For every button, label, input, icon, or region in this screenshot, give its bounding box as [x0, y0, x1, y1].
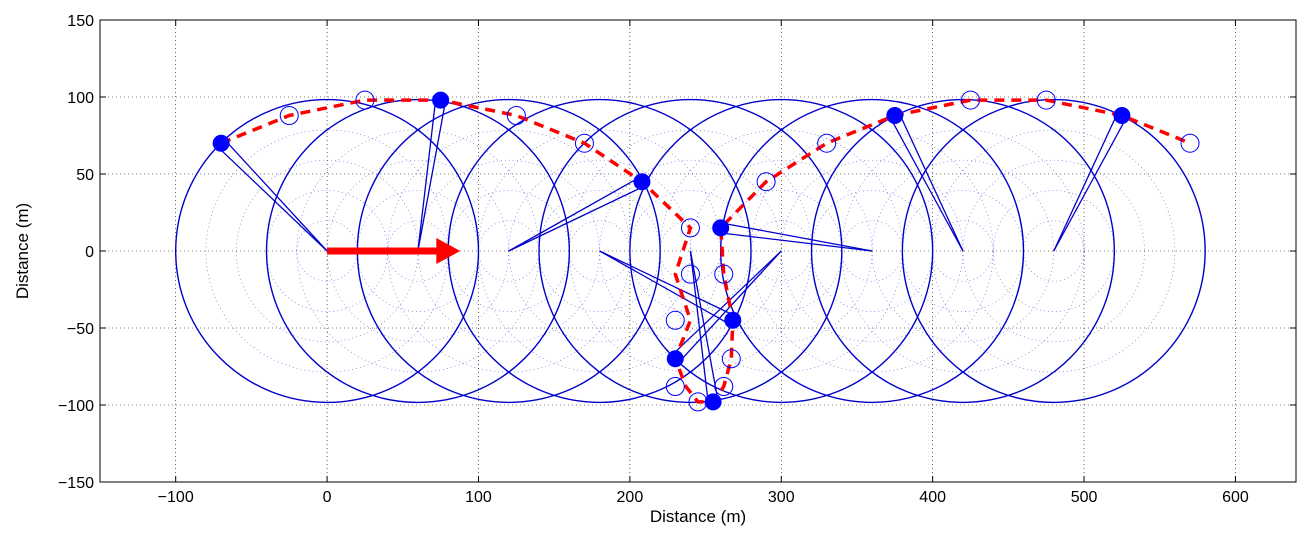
y-tick-label: 50: [76, 167, 94, 184]
receiver-link: [217, 146, 328, 252]
receiver-link: [898, 112, 964, 252]
coverage-circle: [265, 98, 571, 404]
open-point: [665, 310, 685, 330]
x-tick-label: 200: [617, 489, 644, 506]
receiver-link: [1053, 117, 1127, 252]
receiver-link: [889, 117, 964, 252]
y-tick-label: 0: [85, 244, 94, 261]
heading-arrow: [327, 238, 461, 264]
open-point: [680, 264, 700, 284]
y-tick-label: −150: [58, 475, 94, 492]
open-point: [665, 377, 685, 397]
grid-layer: [100, 19, 1296, 483]
receiver-link: [417, 100, 447, 252]
range-ring: [932, 220, 994, 282]
open-point: [756, 172, 776, 192]
open-point: [1180, 133, 1200, 153]
coverage-circle: [629, 98, 934, 404]
range-ring: [1023, 220, 1085, 282]
filled-point: [886, 106, 904, 124]
trajectory-path: [220, 98, 1191, 404]
receiver-link: [508, 176, 640, 252]
receiver-link: [689, 250, 719, 402]
receiver-link: [599, 250, 736, 317]
y-tick-label: −50: [67, 321, 94, 338]
filled-point: [1113, 106, 1131, 124]
receiver-link: [224, 139, 328, 252]
filled-point: [704, 393, 722, 411]
points-layer: [212, 90, 1200, 412]
receiver-link: [721, 222, 873, 252]
x-tick-label: 500: [1071, 489, 1098, 506]
coverage-circle: [901, 98, 1206, 404]
open-point: [279, 105, 299, 125]
receiver-link: [671, 250, 782, 356]
filled-point: [712, 219, 730, 237]
open-point: [714, 377, 734, 397]
y-tick-label: 100: [67, 90, 94, 107]
x-tick-label: 300: [768, 489, 795, 506]
receiver-link: [417, 99, 437, 252]
coverage-circle: [174, 98, 480, 404]
open-point: [355, 90, 375, 110]
open-point: [1036, 90, 1056, 110]
filled-point: [633, 173, 651, 191]
open-point: [680, 218, 700, 238]
open-point: [721, 349, 741, 369]
x-tick-label: −100: [158, 489, 194, 506]
open-point: [714, 264, 734, 284]
x-tick-label: 400: [919, 489, 946, 506]
filled-point: [432, 91, 450, 109]
trajectory-line: [220, 98, 1191, 404]
filled-point: [212, 134, 230, 152]
open-point: [961, 90, 981, 110]
receiver-link: [508, 185, 645, 252]
receiver-link: [1053, 112, 1119, 252]
y-axis-label: Distance (m): [13, 203, 32, 299]
y-tick-label: −100: [58, 398, 94, 415]
receiver-link: [719, 232, 873, 252]
receiver-links: [217, 99, 1127, 403]
arrow-head: [436, 238, 461, 264]
filled-point: [666, 350, 684, 368]
coverage-circle: [810, 98, 1116, 404]
open-point: [817, 133, 837, 153]
x-tick-label: 100: [465, 489, 492, 506]
x-axis-label: Distance (m): [650, 507, 746, 526]
x-tick-label: 0: [323, 489, 332, 506]
y-tick-label: 150: [67, 13, 94, 30]
coverage-circle: [538, 98, 843, 404]
receiver-link: [689, 250, 709, 403]
axis-ticks: −100 0 100 200 300 400 500 600 −150 −100 −50 0 50 100…: [58, 13, 1296, 506]
receiver-link: [599, 250, 731, 326]
filled-point: [724, 311, 742, 329]
open-point: [574, 133, 594, 153]
open-point: [506, 105, 526, 125]
x-tick-label: 600: [1222, 489, 1249, 506]
